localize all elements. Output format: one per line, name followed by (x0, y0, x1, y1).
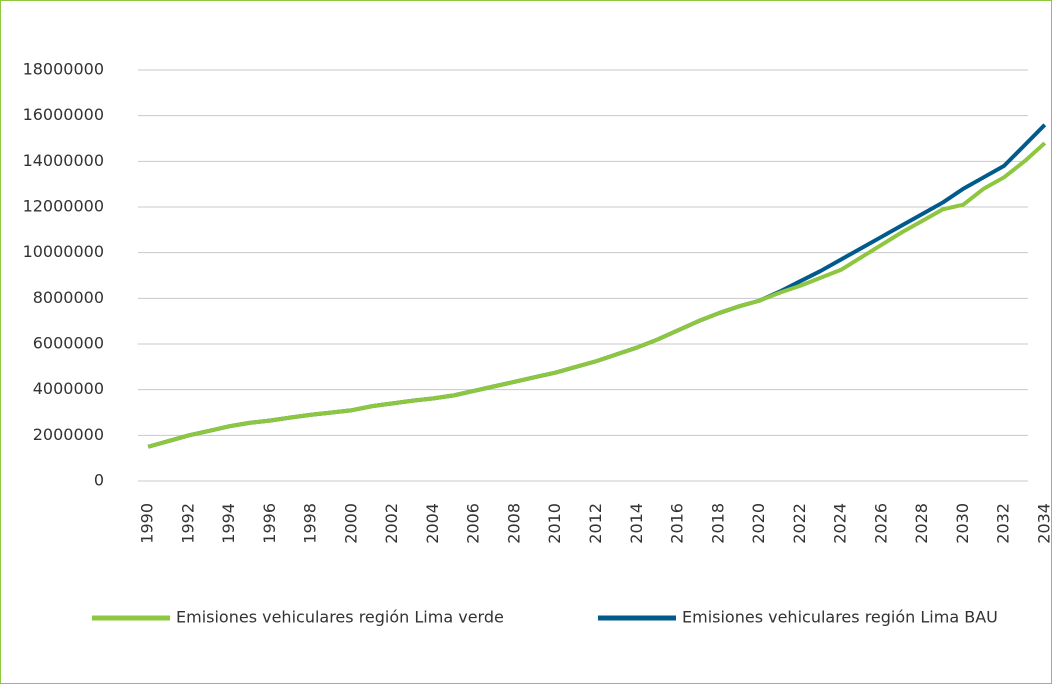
x-tick-label: 1996 (260, 503, 279, 544)
x-tick-label: 2006 (464, 503, 483, 544)
y-tick-label: 8000000 (33, 288, 104, 307)
x-tick-label: 2002 (382, 503, 401, 544)
legend-label: Emisiones vehiculares región Lima BAU (682, 608, 998, 627)
x-tick-label: 1992 (178, 503, 197, 544)
x-tick-label: 2022 (790, 503, 809, 544)
x-tick-label: 2000 (341, 503, 360, 544)
x-tick-label: 2014 (627, 503, 646, 544)
x-tick-label: 2026 (871, 503, 890, 544)
x-tick-label: 2020 (749, 503, 768, 544)
x-tick-label: 2018 (708, 503, 727, 544)
x-tick-label: 2004 (423, 503, 442, 544)
y-tick-label: 4000000 (33, 379, 104, 398)
y-tick-label: 0 (94, 471, 104, 490)
x-tick-label: 1990 (138, 503, 157, 544)
x-tick-label: 2012 (586, 503, 605, 544)
x-tick-label: 2010 (545, 503, 564, 544)
y-tick-label: 16000000 (23, 105, 104, 124)
y-tick-label: 12000000 (23, 197, 104, 216)
x-tick-label: 2030 (953, 503, 972, 544)
y-tick-label: 18000000 (23, 60, 104, 79)
y-tick-label: 6000000 (33, 334, 104, 353)
series-line (147, 141, 1047, 449)
legend-label: Emisiones vehiculares región Lima verde (176, 608, 504, 627)
x-tick-label: 2032 (994, 503, 1013, 544)
x-tick-label: 2028 (912, 503, 931, 544)
x-tick-label: 1994 (219, 503, 238, 544)
y-tick-label: 2000000 (33, 425, 104, 444)
x-tick-label: 2008 (504, 503, 523, 544)
x-tick-label: 2034 (1034, 503, 1052, 544)
x-tick-label: 2024 (831, 503, 850, 544)
y-tick-label: 14000000 (23, 151, 104, 170)
x-tick-label: 1998 (301, 503, 320, 544)
y-tick-label: 10000000 (23, 242, 104, 261)
x-tick-label: 2016 (668, 503, 687, 544)
